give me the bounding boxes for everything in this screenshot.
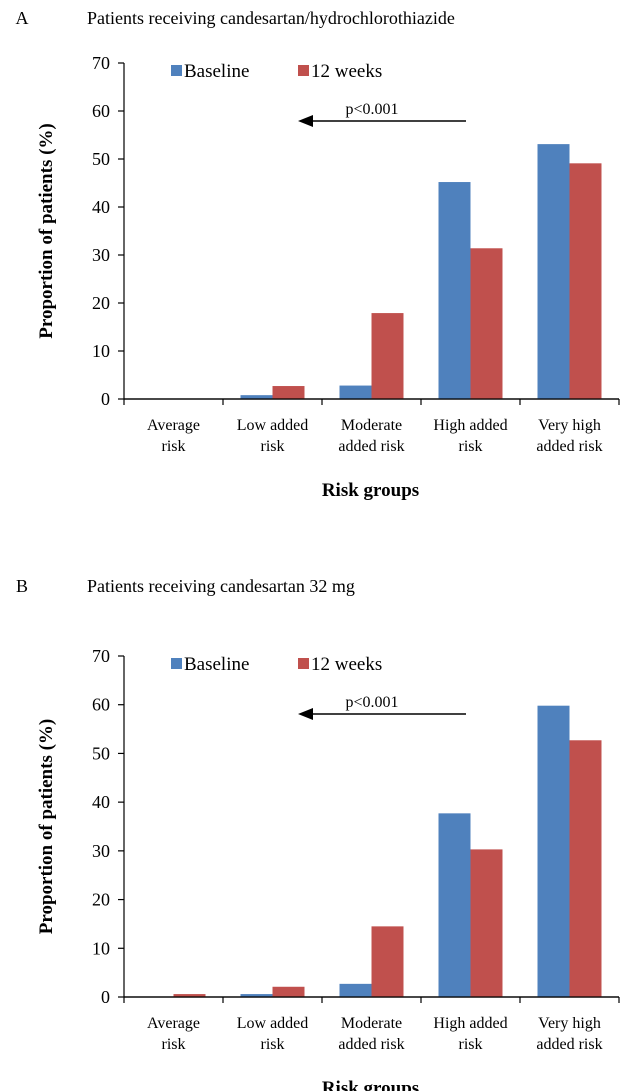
bar-12-weeks — [173, 994, 206, 997]
p-value-annotation: p<0.001 — [345, 101, 398, 118]
x-axis-title: Risk groups — [322, 480, 419, 501]
x-category-label: risk — [162, 1036, 186, 1053]
legend-swatch-12-weeks — [298, 658, 309, 669]
y-tick-label: 20 — [92, 293, 110, 313]
y-axis-title: Proportion of patients (%) — [36, 719, 57, 935]
panel-title: Patients receiving candesartan/hydrochlo… — [87, 8, 455, 28]
bar-baseline — [240, 395, 273, 399]
panel-label: A — [16, 8, 29, 28]
y-tick-label: 50 — [92, 743, 110, 763]
x-category-label: risk — [459, 438, 483, 455]
y-tick-label: 30 — [92, 245, 110, 265]
legend-swatch-baseline — [171, 658, 182, 669]
panel-label: B — [16, 576, 28, 596]
y-tick-label: 70 — [92, 53, 110, 73]
x-category-label: added risk — [338, 1036, 404, 1053]
x-category-label: Moderate — [341, 417, 402, 434]
legend-label: 12 weeks — [311, 654, 382, 675]
x-category-label: added risk — [338, 438, 404, 455]
bar-baseline — [339, 385, 372, 399]
x-category-label: risk — [261, 1036, 285, 1053]
y-tick-label: 10 — [92, 938, 110, 958]
bar-baseline — [240, 994, 273, 997]
x-category-label: Low added — [237, 1015, 309, 1032]
y-axis-title: Proportion of patients (%) — [36, 123, 57, 339]
x-category-label: High added — [433, 1015, 507, 1032]
y-tick-label: 60 — [92, 101, 110, 121]
x-category-label: added risk — [536, 1036, 602, 1053]
legend-label: 12 weeks — [311, 61, 382, 82]
legend-label: Baseline — [184, 61, 249, 82]
y-tick-label: 40 — [92, 197, 110, 217]
bar-12-weeks — [371, 926, 404, 997]
bar-baseline — [339, 983, 372, 997]
y-tick-label: 20 — [92, 890, 110, 910]
bar-12-weeks — [569, 740, 602, 997]
x-category-label: risk — [162, 438, 186, 455]
x-category-label: Average — [147, 417, 200, 434]
y-tick-label: 70 — [92, 646, 110, 666]
chart-panel-b: B Patients receiving candesartan 32 mg 0 10… — [16, 576, 620, 1091]
y-tick-label: 40 — [92, 792, 110, 812]
x-category-label: added risk — [536, 438, 602, 455]
panel-title: Patients receiving candesartan 32 mg — [87, 576, 355, 596]
legend-swatch-baseline — [171, 65, 182, 76]
bar-baseline — [537, 705, 570, 997]
p-value-annotation: p<0.001 — [345, 694, 398, 711]
bar-12-weeks — [272, 386, 305, 399]
y-tick-label: 0 — [101, 389, 110, 409]
legend-label: Baseline — [184, 654, 249, 675]
x-category-label: Very high — [538, 417, 601, 434]
significance-arrow-head — [298, 115, 313, 127]
bar-12-weeks — [470, 849, 503, 997]
x-axis-title: Risk groups — [322, 1078, 419, 1091]
x-category-label: risk — [459, 1036, 483, 1053]
bar-baseline — [537, 144, 570, 399]
legend-swatch-12-weeks — [298, 65, 309, 76]
y-tick-label: 50 — [92, 149, 110, 169]
bar-12-weeks — [371, 313, 404, 399]
significance-arrow-head — [298, 708, 313, 720]
x-category-label: Moderate — [341, 1015, 402, 1032]
x-category-label: Very high — [538, 1015, 601, 1032]
x-category-label: High added — [433, 417, 507, 434]
y-tick-label: 10 — [92, 341, 110, 361]
chart-panel-a: A Patients receiving candesartan/hydrochl… — [16, 8, 620, 501]
x-category-label: Low added — [237, 417, 309, 434]
bar-baseline — [438, 182, 471, 399]
y-tick-label: 0 — [101, 987, 110, 1007]
bar-baseline — [438, 813, 471, 997]
y-tick-label: 60 — [92, 695, 110, 715]
bar-12-weeks — [272, 986, 305, 997]
x-category-label: Average — [147, 1015, 200, 1032]
y-tick-label: 30 — [92, 841, 110, 861]
bar-12-weeks — [470, 248, 503, 399]
x-category-label: risk — [261, 438, 285, 455]
bar-12-weeks — [569, 163, 602, 399]
